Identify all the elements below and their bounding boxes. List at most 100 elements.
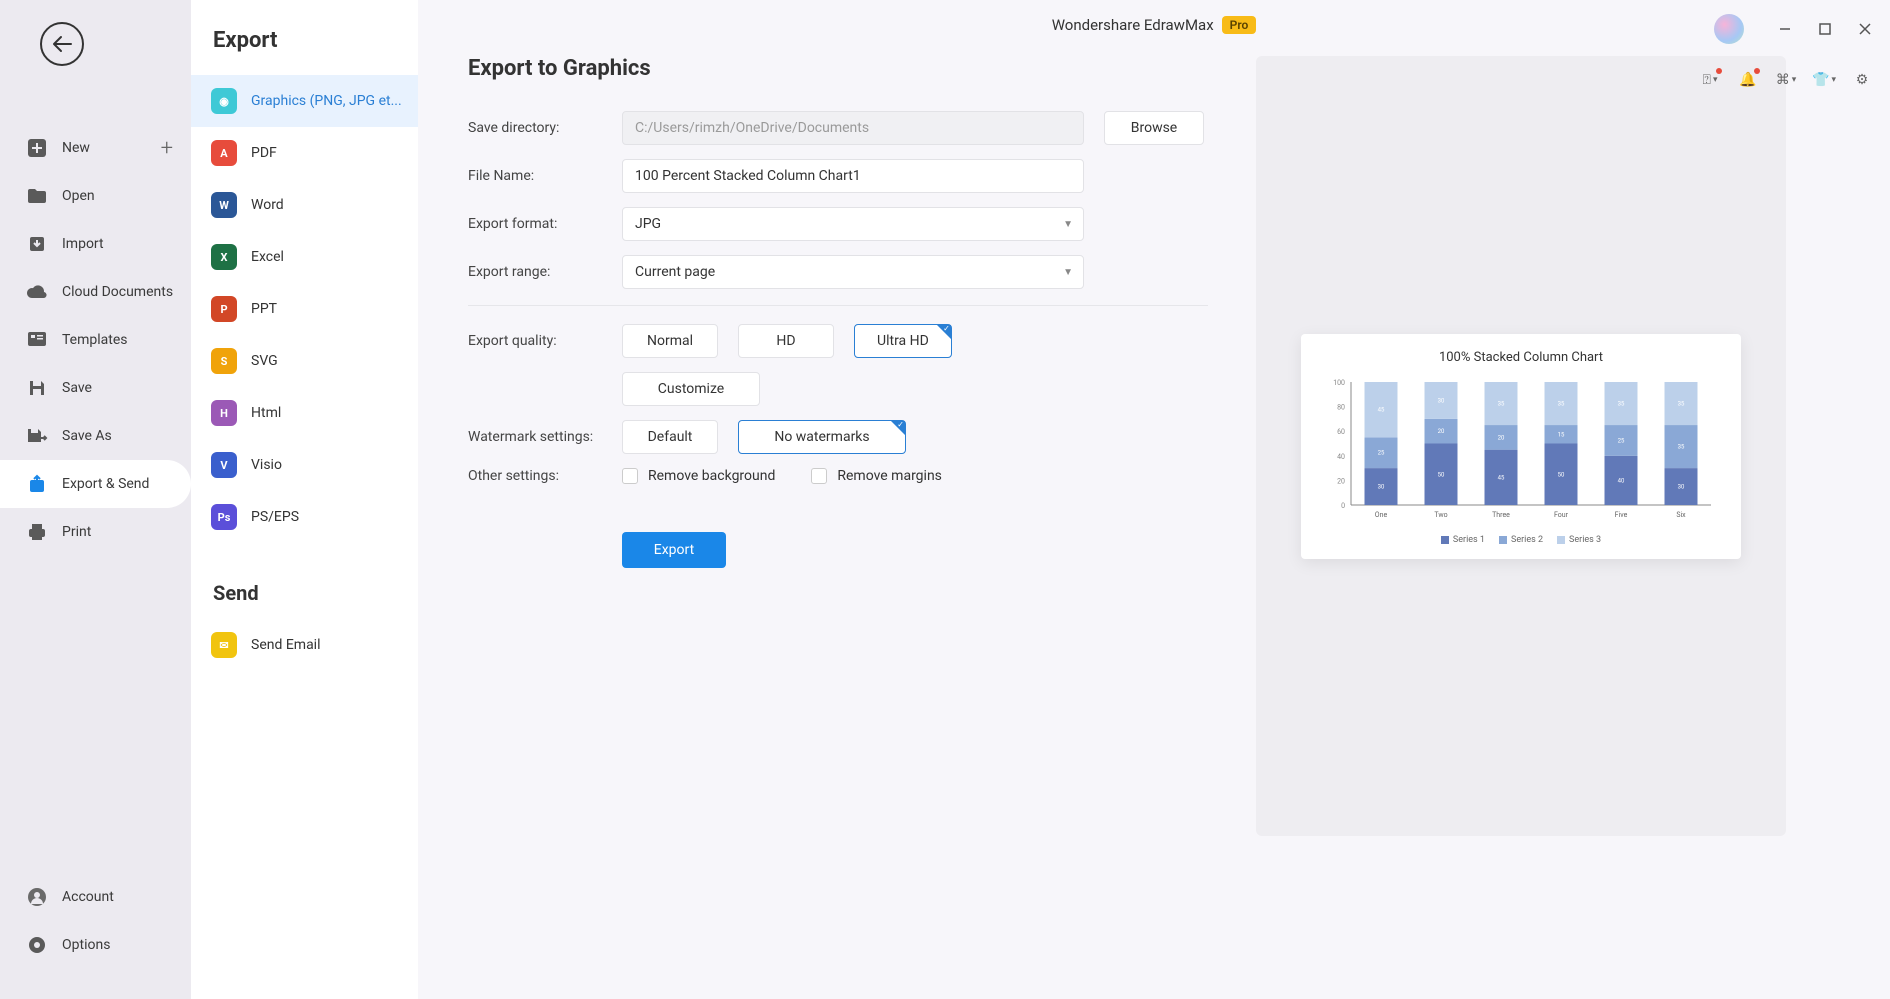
titlebar: Wondershare EdrawMax Pro <box>418 0 1890 50</box>
folder-icon <box>26 185 48 207</box>
range-select[interactable]: Current page▼ <box>622 255 1084 289</box>
shirt-icon[interactable]: 👕▾ <box>1814 70 1834 90</box>
nav-save[interactable]: Save <box>0 364 191 412</box>
nav-print[interactable]: Print <box>0 508 191 556</box>
help-icon[interactable]: ⍰▾ <box>1700 70 1720 90</box>
pro-badge: Pro <box>1222 16 1257 34</box>
nav-open[interactable]: Open <box>0 172 191 220</box>
nav-new[interactable]: New + <box>0 124 191 172</box>
nav-templates[interactable]: Templates <box>0 316 191 364</box>
chart-preview: 020406080100302545One502030Two452035Thre… <box>1321 377 1721 527</box>
graphics-icon: ◉ <box>211 88 237 114</box>
gear-icon <box>26 934 48 956</box>
save-dir-label: Save directory: <box>468 120 622 136</box>
bell-icon[interactable]: 🔔 <box>1738 70 1758 90</box>
export-excel[interactable]: X Excel <box>191 231 418 283</box>
export-label: Send Email <box>251 637 321 653</box>
export-label: Html <box>251 405 281 421</box>
close-button[interactable] <box>1858 22 1872 36</box>
watermark-none[interactable]: No watermarks <box>738 420 906 454</box>
remove-margins-checkbox[interactable]: Remove margins <box>811 468 942 484</box>
ppt-icon: P <box>211 296 237 322</box>
other-label: Other settings: <box>468 468 622 484</box>
settings-icon[interactable]: ⚙ <box>1852 70 1872 90</box>
export-html[interactable]: H Html <box>191 387 418 439</box>
grid-icon[interactable]: ⌘▾ <box>1776 70 1796 90</box>
svg-text:45: 45 <box>1378 406 1385 413</box>
save-icon <box>26 377 48 399</box>
nav-label: Options <box>62 937 110 953</box>
svg-text:Two: Two <box>1434 511 1447 519</box>
svg-text:25: 25 <box>1378 449 1385 456</box>
cloud-icon <box>26 281 48 303</box>
export-visio[interactable]: V Visio <box>191 439 418 491</box>
svg-text:40: 40 <box>1337 452 1345 460</box>
svg-text:100: 100 <box>1333 379 1345 387</box>
nav-import[interactable]: Import <box>0 220 191 268</box>
pdf-icon: A <box>211 140 237 166</box>
svg-icon: S <box>211 348 237 374</box>
nav-options[interactable]: Options <box>0 921 191 969</box>
nav-account[interactable]: Account <box>0 873 191 921</box>
nav-label: Save <box>62 380 92 396</box>
html-icon: H <box>211 400 237 426</box>
avatar[interactable] <box>1714 14 1744 44</box>
import-icon <box>26 233 48 255</box>
export-button[interactable]: Export <box>622 532 726 568</box>
send-email[interactable]: ✉ Send Email <box>191 619 418 671</box>
nav-label: New <box>62 140 90 156</box>
plus-square-icon <box>26 137 48 159</box>
send-heading: Send <box>191 581 418 605</box>
export-graphics[interactable]: ◉ Graphics (PNG, JPG et... <box>191 75 418 127</box>
chevron-down-icon: ▼ <box>1063 267 1073 278</box>
quality-customize[interactable]: Customize <box>622 372 760 406</box>
export-label: Word <box>251 197 284 213</box>
svg-text:0: 0 <box>1341 502 1345 510</box>
export-label: Visio <box>251 457 282 473</box>
nav-export-send[interactable]: Export & Send <box>0 460 191 508</box>
nav-label: Import <box>62 236 104 252</box>
word-icon: W <box>211 192 237 218</box>
templates-icon <box>26 329 48 351</box>
quality-ultra[interactable]: Ultra HD <box>854 324 952 358</box>
quality-hd[interactable]: HD <box>738 324 834 358</box>
svg-text:Six: Six <box>1676 511 1686 519</box>
filename-input[interactable]: 100 Percent Stacked Column Chart1 <box>622 159 1084 193</box>
preview-pane: 100% Stacked Column Chart 02040608010030… <box>1256 56 1786 836</box>
export-label: PS/EPS <box>251 509 299 525</box>
nav-label: Account <box>62 889 114 905</box>
svg-text:80: 80 <box>1337 403 1345 411</box>
export-word[interactable]: W Word <box>191 179 418 231</box>
export-pseps[interactable]: Ps PS/EPS <box>191 491 418 543</box>
svg-text:25: 25 <box>1618 437 1625 444</box>
export-pdf[interactable]: A PDF <box>191 127 418 179</box>
chevron-down-icon: ▼ <box>1063 219 1073 230</box>
nav-label: Cloud Documents <box>62 284 173 300</box>
quality-label: Export quality: <box>468 333 622 349</box>
export-svg[interactable]: S SVG <box>191 335 418 387</box>
svg-text:20: 20 <box>1337 477 1345 485</box>
browse-button[interactable]: Browse <box>1104 111 1204 145</box>
nav-cloud[interactable]: Cloud Documents <box>0 268 191 316</box>
export-ppt[interactable]: P PPT <box>191 283 418 335</box>
nav-label: Save As <box>62 428 112 444</box>
maximize-button[interactable] <box>1818 22 1832 36</box>
nav-label: Export & Send <box>62 476 149 492</box>
svg-text:35: 35 <box>1498 400 1505 407</box>
watermark-label: Watermark settings: <box>468 429 622 445</box>
remove-bg-checkbox[interactable]: Remove background <box>622 468 775 484</box>
watermark-default[interactable]: Default <box>622 420 718 454</box>
range-label: Export range: <box>468 264 622 280</box>
nav-saveas[interactable]: Save As <box>0 412 191 460</box>
back-button[interactable] <box>40 22 84 66</box>
format-select[interactable]: JPG▼ <box>622 207 1084 241</box>
quality-normal[interactable]: Normal <box>622 324 718 358</box>
plus-icon[interactable]: + <box>161 136 173 161</box>
minimize-button[interactable] <box>1778 22 1792 36</box>
sidebar: New + Open Import Cloud Documents Templa… <box>0 0 191 999</box>
excel-icon: X <box>211 244 237 270</box>
svg-text:One: One <box>1375 511 1388 519</box>
saveas-icon <box>26 425 48 447</box>
page-title: Export to Graphics <box>468 56 1208 81</box>
svg-text:35: 35 <box>1618 400 1625 407</box>
